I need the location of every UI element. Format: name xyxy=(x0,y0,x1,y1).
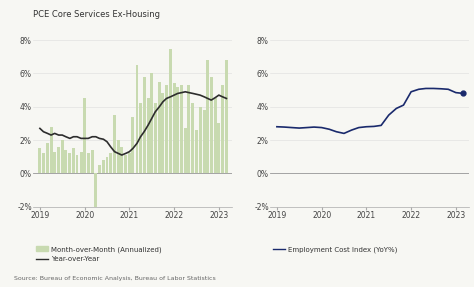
Bar xyxy=(83,98,86,173)
Bar xyxy=(117,140,119,173)
Bar xyxy=(225,60,228,173)
Bar xyxy=(64,150,67,173)
Bar xyxy=(139,103,142,173)
Bar xyxy=(91,150,94,173)
Bar xyxy=(146,98,150,173)
Bar xyxy=(136,65,138,173)
Bar xyxy=(75,155,79,173)
Bar xyxy=(158,82,161,173)
Bar xyxy=(173,84,175,173)
Bar xyxy=(202,110,206,173)
Bar xyxy=(210,77,213,173)
Bar xyxy=(124,155,127,173)
Bar xyxy=(169,49,172,173)
Bar xyxy=(42,153,45,173)
Bar xyxy=(187,85,191,173)
Bar xyxy=(106,157,109,173)
Bar xyxy=(199,107,201,173)
Legend: Employment Cost Index (YoY%): Employment Cost Index (YoY%) xyxy=(270,243,401,255)
Bar xyxy=(191,103,194,173)
Bar xyxy=(46,144,49,173)
Bar xyxy=(87,153,90,173)
Bar xyxy=(120,147,123,173)
Bar xyxy=(214,98,217,173)
Bar xyxy=(50,127,53,173)
Text: PCE Core Services Ex-Housing: PCE Core Services Ex-Housing xyxy=(33,9,160,19)
Text: Source: Bureau of Economic Analysis, Bureau of Labor Statistics: Source: Bureau of Economic Analysis, Bur… xyxy=(14,276,216,281)
Bar xyxy=(53,152,56,173)
Bar xyxy=(61,140,64,173)
Bar xyxy=(72,148,75,173)
Bar xyxy=(94,173,97,210)
Bar xyxy=(98,165,101,173)
Bar xyxy=(206,60,209,173)
Bar xyxy=(162,94,164,173)
Bar xyxy=(109,153,112,173)
Bar xyxy=(38,148,41,173)
Legend: Month-over-Month (Annualized), Year-over-Year: Month-over-Month (Annualized), Year-over… xyxy=(33,243,164,265)
Bar xyxy=(154,103,157,173)
Bar xyxy=(195,130,198,173)
Bar xyxy=(80,152,82,173)
Bar xyxy=(184,128,187,173)
Bar xyxy=(102,160,105,173)
Bar xyxy=(180,85,183,173)
Bar xyxy=(176,87,179,173)
Bar xyxy=(218,123,220,173)
Bar xyxy=(128,153,131,173)
Bar xyxy=(165,85,168,173)
Bar xyxy=(131,117,135,173)
Bar xyxy=(143,77,146,173)
Bar xyxy=(68,153,71,173)
Bar xyxy=(221,85,224,173)
Bar xyxy=(57,147,60,173)
Bar xyxy=(150,73,153,173)
Bar xyxy=(113,115,116,173)
